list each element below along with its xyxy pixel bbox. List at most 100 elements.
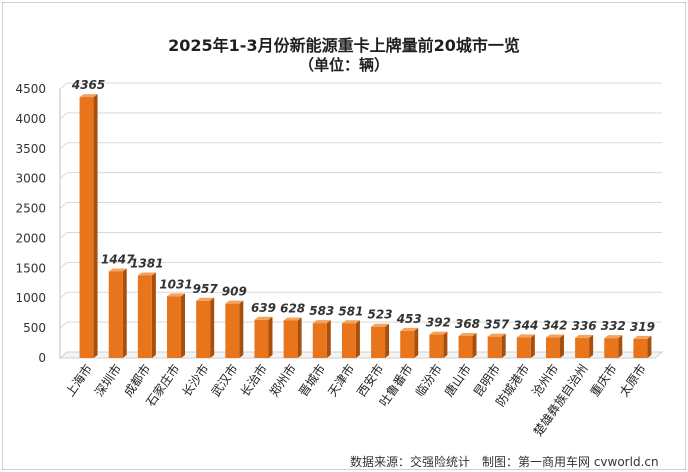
data-label: 909 [222, 285, 247, 299]
bar [604, 338, 619, 358]
data-label: 368 [455, 317, 480, 331]
bar-top [196, 297, 215, 301]
bar-top [458, 333, 477, 337]
bar-top [516, 334, 535, 338]
x-tick-label: 天津市 [324, 361, 357, 399]
bar [108, 271, 123, 358]
bar [545, 337, 560, 358]
x-tick-label: 临汾市 [412, 361, 445, 399]
bar [225, 303, 240, 358]
data-label: 1447 [101, 253, 135, 267]
bar-top [225, 300, 244, 304]
bar-top [604, 335, 623, 339]
bar-side [618, 335, 623, 358]
gridline-diagonal [59, 172, 68, 180]
x-tick-label: 晋城市 [295, 361, 328, 399]
bar-side [151, 272, 156, 358]
gridline-diagonal [59, 321, 68, 329]
data-label: 4365 [71, 78, 105, 92]
data-label: 957 [193, 282, 219, 296]
data-label: 453 [396, 312, 422, 326]
chart-footer: 数据来源：交强险统计 制图：第一商用车网 cvworld.cn [350, 455, 659, 469]
bar-top [545, 334, 564, 338]
data-label: 639 [251, 301, 276, 315]
x-tick-label: 武汉市 [208, 361, 241, 399]
bar [371, 326, 386, 358]
bar [167, 296, 182, 358]
data-label: 332 [601, 319, 626, 333]
bar-side [297, 317, 302, 358]
x-tick-label: 唐山市 [441, 361, 474, 399]
bar-side [181, 293, 186, 358]
x-tick-label: 长沙市 [179, 361, 212, 399]
data-label: 357 [484, 318, 510, 332]
x-tick-label: 长治市 [237, 361, 270, 399]
gridline-diagonal [59, 82, 68, 90]
bar-top [400, 327, 419, 331]
chart-title: 2025年1-3月份新能源重卡上牌量前20城市一览 [168, 36, 520, 55]
bar-side [501, 333, 506, 358]
bar-side [268, 316, 273, 358]
y-tick-label: 1000 [15, 291, 46, 305]
gridline-diagonal [59, 142, 68, 150]
bar [196, 300, 211, 358]
bar [575, 337, 590, 358]
bar-top [487, 333, 506, 337]
y-tick-label: 0 [38, 351, 46, 365]
data-label: 392 [426, 316, 451, 330]
gridline-diagonal [59, 202, 68, 209]
bar-side [385, 323, 390, 358]
bar-top [429, 331, 448, 335]
x-tick-label: 上海市 [62, 361, 95, 399]
bar [633, 338, 648, 358]
chart-subtitle: （单位：辆） [298, 56, 389, 74]
bar-side [93, 94, 98, 358]
x-tick-label: 重庆市 [587, 361, 620, 399]
data-label: 583 [309, 304, 334, 318]
y-tick-label: 1500 [15, 261, 46, 275]
bar-top [371, 323, 390, 327]
bar-side [559, 334, 564, 358]
data-label: 628 [280, 301, 305, 315]
bar-side [647, 335, 652, 358]
bar-side [122, 268, 127, 358]
bar-top [137, 272, 156, 276]
y-tick-label: 4500 [15, 82, 46, 96]
x-tick-label: 楚雄彝族自治州 [530, 361, 590, 438]
bar [283, 320, 298, 358]
bar-side [589, 334, 594, 358]
bar-top [167, 293, 186, 297]
bar [429, 334, 444, 358]
bar-top [254, 316, 273, 320]
data-label: 523 [368, 308, 393, 322]
x-tick-label: 郑州市 [266, 361, 299, 399]
data-label: 1031 [159, 277, 192, 291]
y-tick-label: 3500 [15, 142, 46, 156]
data-label: 342 [542, 319, 567, 333]
bar [137, 275, 152, 358]
bar [341, 323, 356, 358]
bar-side [414, 327, 419, 358]
gridline-diagonal [59, 261, 68, 269]
bar [254, 319, 269, 358]
gridline-diagonal [59, 232, 68, 239]
bar-top [283, 317, 302, 321]
gridline-diagonal [59, 291, 68, 299]
bar-side [472, 333, 477, 358]
bar-side [326, 320, 331, 358]
bar-top [79, 94, 98, 98]
data-label: 319 [630, 320, 655, 334]
y-tick-label: 2000 [15, 231, 46, 245]
x-tick-label: 太原市 [616, 361, 649, 399]
gridline-diagonal [59, 112, 68, 120]
y-tick-label: 3000 [15, 172, 46, 186]
bar-top [312, 320, 331, 324]
y-tick-label: 500 [23, 321, 46, 335]
bar [516, 337, 531, 358]
x-tick-label: 深圳市 [91, 361, 124, 399]
bar-side [355, 320, 360, 358]
bar-side [443, 331, 448, 358]
bar [487, 336, 502, 358]
